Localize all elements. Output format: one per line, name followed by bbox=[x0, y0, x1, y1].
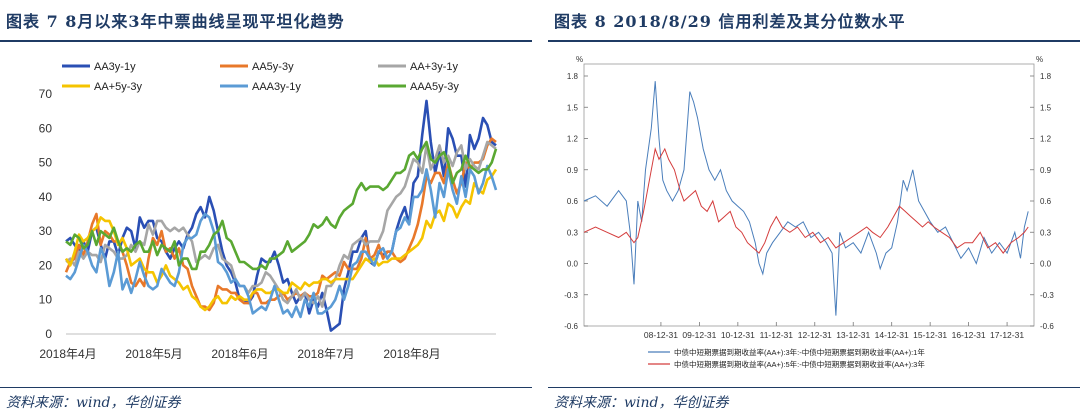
legend-label-aa3y-1y-0: AA3y-1y bbox=[94, 61, 136, 73]
x-tick-label-right: 12-12-31 bbox=[798, 330, 832, 340]
y-tick-label-left: 1.2 bbox=[567, 135, 579, 144]
y-tick-label-left: 0.3 bbox=[567, 228, 579, 237]
x-tick-label-right: 09-12-31 bbox=[682, 330, 716, 340]
y-unit-right: % bbox=[1036, 55, 1043, 64]
source-rule-right bbox=[548, 387, 1080, 388]
legend-label-right-0: 中债中短期票据到期收益率(AA+):3年:-中债中短期票据到期收益率(AA+):… bbox=[674, 347, 925, 357]
y-tick-label-right: 0.3 bbox=[1040, 228, 1052, 237]
x-tick-label-left: 2018年5月 bbox=[125, 347, 182, 361]
x-tick-label-right: 15-12-31 bbox=[913, 330, 947, 340]
x-tick-label-left: 2018年7月 bbox=[297, 347, 354, 361]
y-tick-label-left: 0 bbox=[45, 327, 52, 341]
series-line-right-1 bbox=[584, 149, 1028, 253]
chart-title-left: 图表 7 8月以来3年中票曲线呈现平坦化趋势 bbox=[6, 8, 345, 32]
chart-title-right: 图表 8 2018/8/29 信用利差及其分位数水平 bbox=[554, 8, 905, 32]
y-tick-label-right: 0.0 bbox=[1040, 260, 1052, 269]
y-unit-left: % bbox=[576, 55, 583, 64]
title-rule-left bbox=[0, 40, 532, 42]
y-tick-label-left: -0.3 bbox=[564, 291, 578, 300]
legend-label-aa5y-3y-1: AA5y-3y bbox=[252, 61, 294, 73]
y-tick-label-left: 0.9 bbox=[567, 166, 579, 175]
x-tick-label-right: 16-12-31 bbox=[952, 330, 986, 340]
series-line-aaa5y-3y-5 bbox=[66, 142, 496, 269]
y-tick-label-left: 20 bbox=[39, 258, 53, 272]
y-tick-label-right: 1.8 bbox=[1040, 72, 1052, 81]
x-tick-label-right: 10-12-31 bbox=[721, 330, 755, 340]
x-tick-label-right: 08-12-31 bbox=[644, 330, 678, 340]
series-line-right-0 bbox=[584, 81, 1028, 315]
x-tick-label-right: 14-12-31 bbox=[875, 330, 909, 340]
y-tick-label-left: 1.5 bbox=[567, 103, 579, 112]
legend-label-right-1: 中债中短期票据到期收益率(AA+):5年:-中债中短期票据到期收益率(AA+):… bbox=[674, 359, 925, 369]
plot-frame-right bbox=[584, 64, 1034, 326]
y-tick-label-left: 70 bbox=[39, 87, 53, 101]
source-note-right: 资料来源：wind，华创证券 bbox=[554, 392, 728, 412]
line-chart-right: % % -0.6 -0.6 -0.3 -0.3 0.0 0.0 0.3 0.3 0.6 0.6 0.9 0… bbox=[548, 44, 1080, 382]
title-rule-right bbox=[548, 40, 1080, 42]
y-tick-label-left: 30 bbox=[39, 224, 53, 238]
y-tick-label-right: 1.5 bbox=[1040, 103, 1052, 112]
y-tick-label-left: 40 bbox=[39, 190, 53, 204]
legend-label-aaa5y-3y-5: AAA5y-3y bbox=[410, 81, 459, 93]
chart-panel-left: 图表 7 8月以来3年中票曲线呈现平坦化趋势 AA3y-1y AA5y-3y AA+… bbox=[0, 0, 532, 420]
y-tick-label-left: 1.8 bbox=[567, 72, 579, 81]
y-tick-label-right: 0.9 bbox=[1040, 166, 1052, 175]
y-tick-label-right: -0.3 bbox=[1040, 291, 1054, 300]
y-tick-label-left: 60 bbox=[39, 121, 53, 135]
legend-label-aa-3y-1y-2: AA+3y-1y bbox=[410, 61, 458, 73]
x-tick-label-left: 2018年4月 bbox=[39, 347, 96, 361]
legend-label-aaa3y-1y-4: AAA3y-1y bbox=[252, 81, 301, 93]
x-tick-label-right: 11-12-31 bbox=[760, 330, 794, 340]
source-rule-left bbox=[0, 387, 532, 388]
legend-label-aa-5y-3y-3: AA+5y-3y bbox=[94, 81, 142, 93]
chart-panel-right: 图表 8 2018/8/29 信用利差及其分位数水平 %% -0.6 -0.6 -0.… bbox=[548, 0, 1080, 420]
y-tick-label-left: 0.0 bbox=[567, 260, 579, 269]
x-tick-label-left: 2018年8月 bbox=[383, 347, 440, 361]
y-tick-label-left: 50 bbox=[39, 156, 53, 170]
x-tick-label-right: 17-12-31 bbox=[990, 330, 1024, 340]
line-chart-left: AA3y-1y AA5y-3y AA+3y-1y AA+5y-3y AAA3y-1y AA… bbox=[0, 44, 532, 382]
y-tick-label-right: 1.2 bbox=[1040, 135, 1052, 144]
y-tick-label-left: 0.6 bbox=[567, 197, 579, 206]
y-tick-label-right: 0.6 bbox=[1040, 197, 1052, 206]
y-tick-label-right: -0.6 bbox=[1040, 322, 1054, 331]
x-tick-label-left: 2018年6月 bbox=[211, 347, 268, 361]
y-tick-label-left: 10 bbox=[39, 293, 53, 307]
source-note-left: 资料来源：wind，华创证券 bbox=[6, 392, 180, 412]
y-tick-label-left: -0.6 bbox=[564, 322, 578, 331]
x-tick-label-right: 13-12-31 bbox=[836, 330, 870, 340]
